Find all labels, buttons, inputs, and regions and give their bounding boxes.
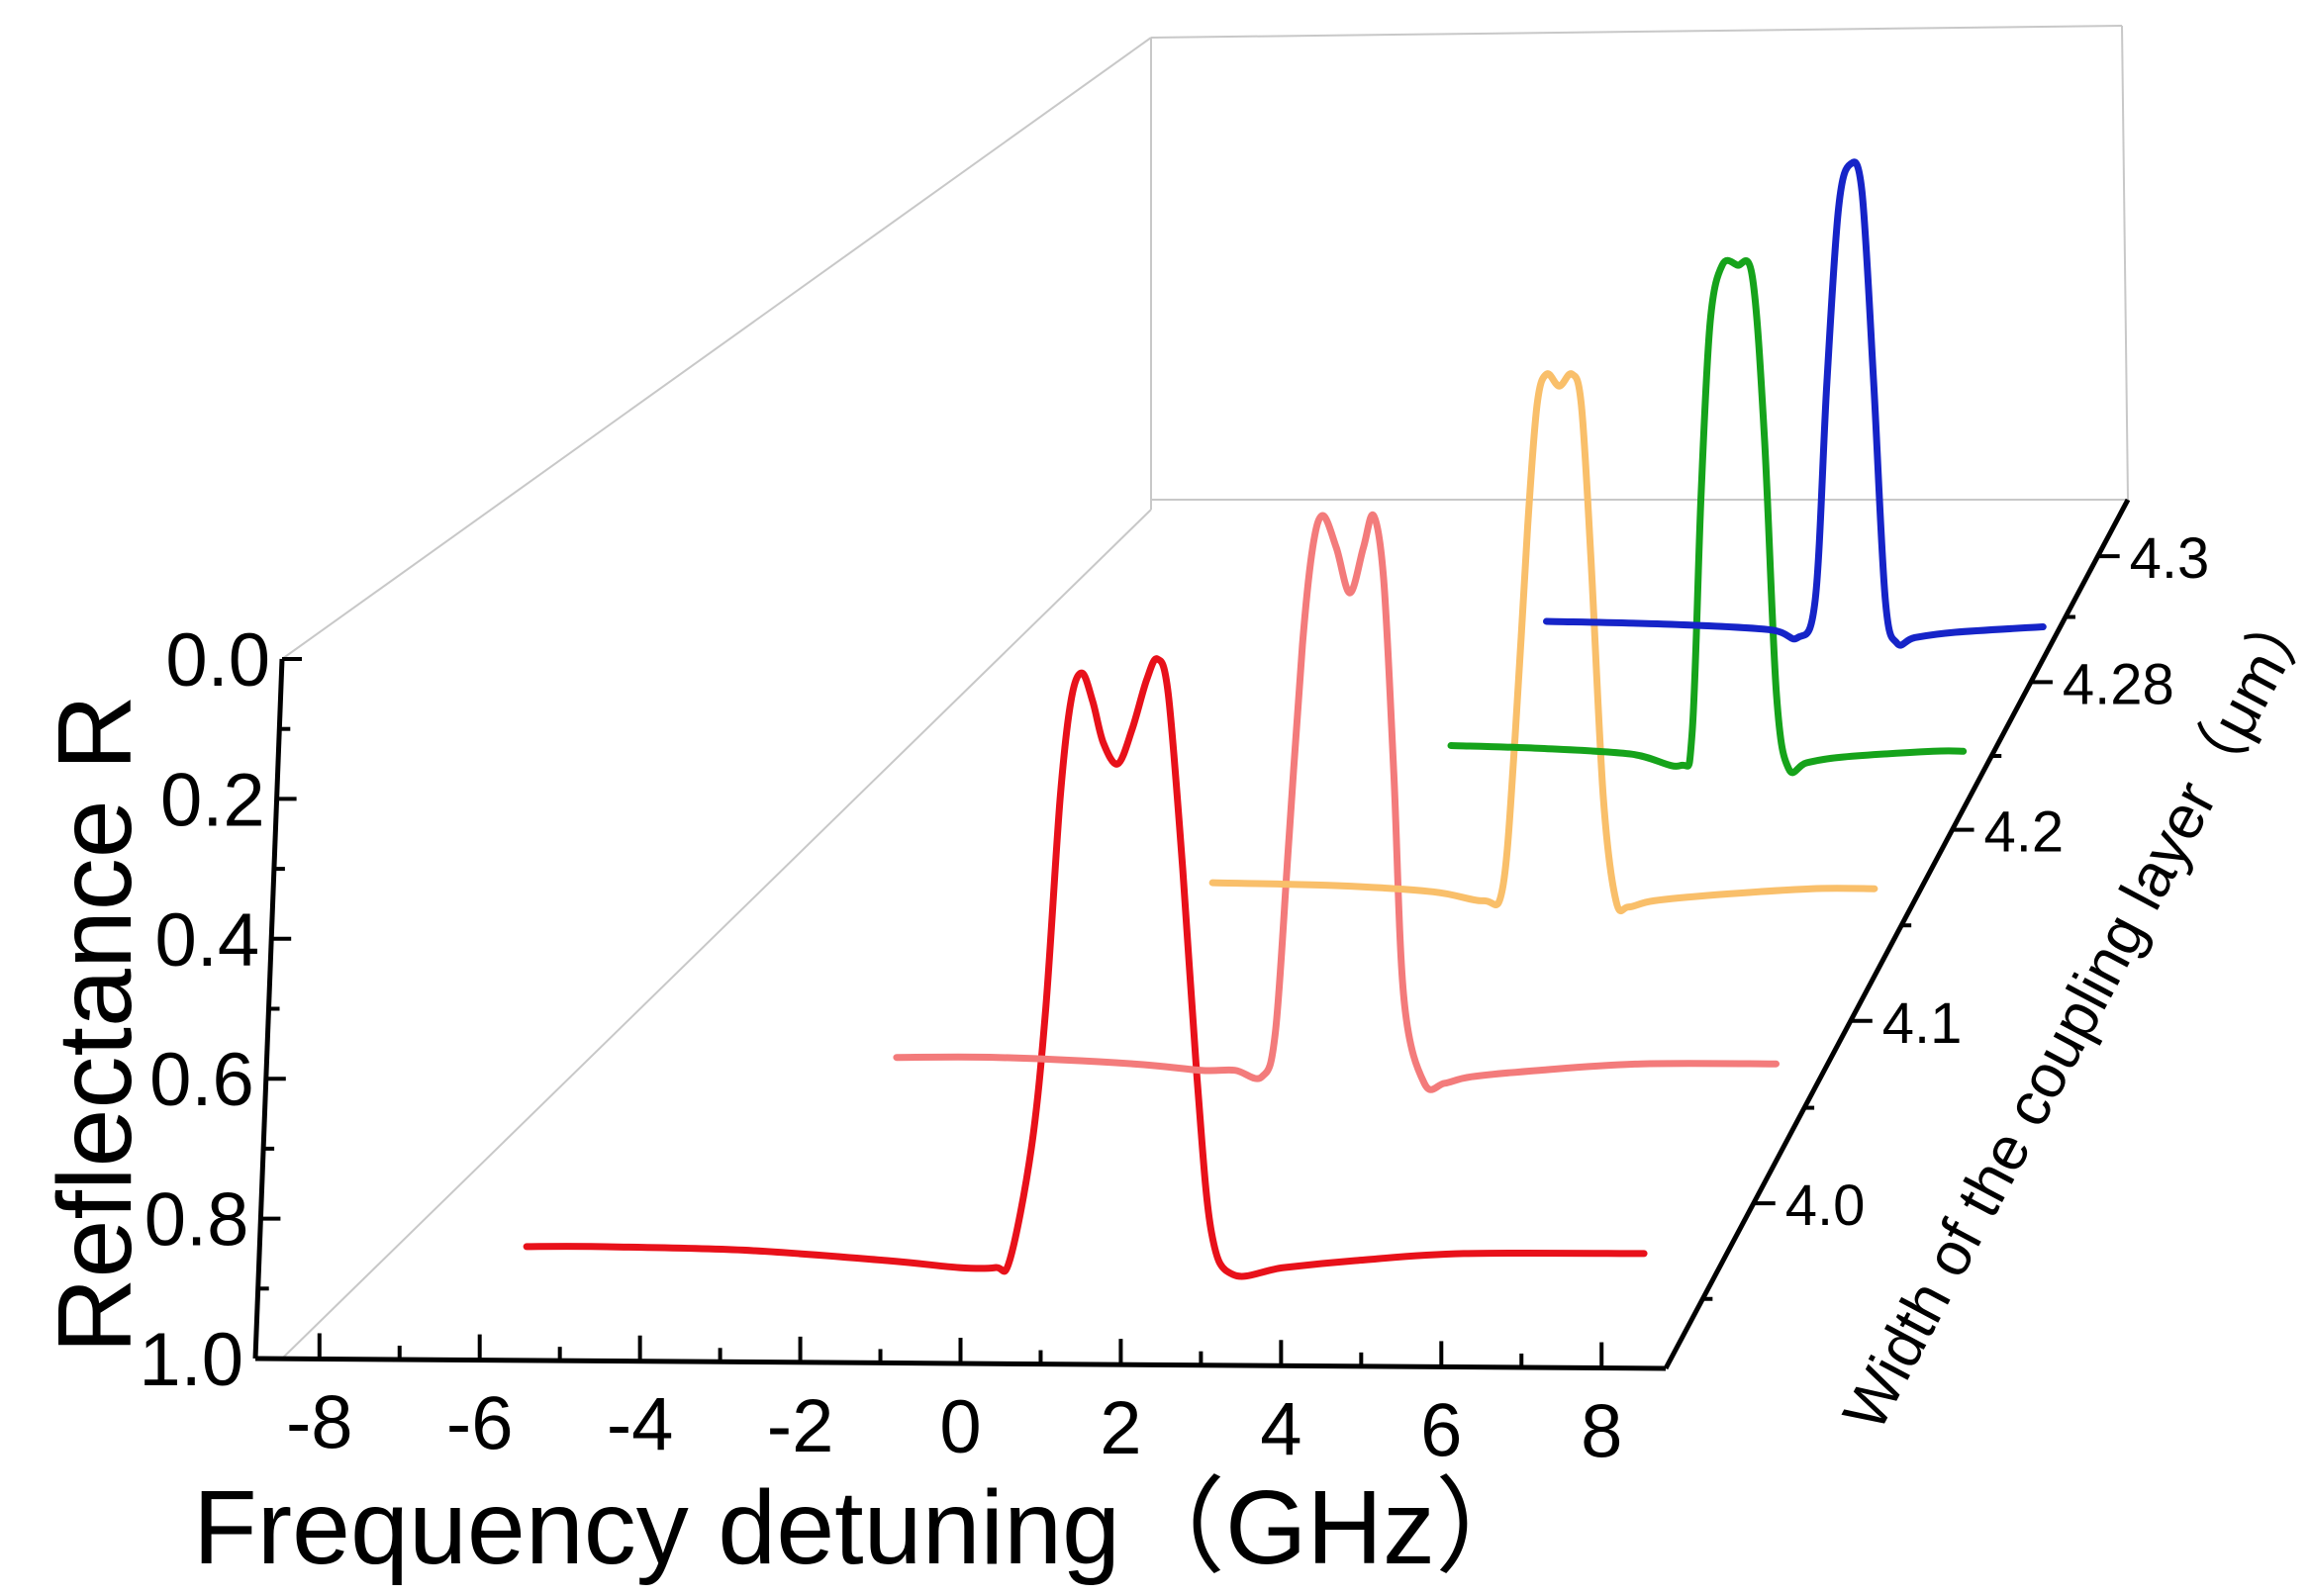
z-axis: 4.0 4.1 4.2 4.28 4.3 [1663, 498, 2210, 1370]
y-tick-label: 0.2 [160, 758, 265, 842]
z-tick-label: 4.1 [1882, 991, 1963, 1056]
series-line-4-1 [893, 511, 1780, 1093]
z-ticks [1702, 554, 2120, 1301]
x-tick-label: -2 [767, 1384, 834, 1468]
series-group [523, 158, 2047, 1280]
frame-back-right-vertical [2121, 25, 2129, 501]
x-tick-label: 2 [1100, 1386, 1141, 1470]
frame-left-top-edge [281, 37, 1152, 660]
z-axis-line [1663, 498, 2131, 1370]
x-axis-title: Frequency detuning（GHz） [193, 1469, 1540, 1586]
y-axis: 0.0 0.2 0.4 0.6 0.8 1.0 [139, 618, 302, 1402]
x-tick-label: 4 [1260, 1387, 1301, 1471]
series-line-4-2 [1208, 370, 1878, 914]
z-tick-label: 4.2 [1984, 800, 2065, 865]
z-tick-label: 4.28 [2063, 652, 2174, 716]
series-line-4-3 [1543, 158, 2047, 649]
frame-back-top-edge [1150, 25, 2123, 39]
y-tick-label: 0.8 [144, 1178, 249, 1263]
x-tick-label: -4 [607, 1383, 674, 1467]
box-frame [281, 25, 2129, 1360]
x-tick-label: 6 [1420, 1388, 1462, 1472]
x-tick-labels: -8 -6 -4 -2 0 2 4 6 8 [286, 1380, 1622, 1473]
z-tick-label: 4.3 [2130, 526, 2210, 591]
x-ticks [317, 1333, 1604, 1368]
x-tick-label: 0 [939, 1385, 981, 1469]
z-tick-labels: 4.0 4.1 4.2 4.28 4.3 [1785, 526, 2210, 1238]
series-line-4-28 [1447, 256, 1968, 777]
series-line-4-0 [523, 655, 1648, 1280]
y-tick-label: 0.6 [149, 1038, 254, 1122]
x-tick-label: -6 [446, 1382, 514, 1466]
y-tick-label: 0.4 [155, 898, 260, 983]
frame-left-diagonal [281, 509, 1152, 1360]
x-axis: -8 -6 -4 -2 0 2 4 6 8 [254, 1333, 1667, 1474]
y-tick-labels: 0.0 0.2 0.4 0.6 0.8 1.0 [139, 618, 270, 1402]
x-tick-label: 8 [1581, 1390, 1622, 1474]
y-tick-label: 0.0 [165, 618, 270, 703]
z-tick-label: 4.0 [1785, 1174, 1866, 1238]
y-tick-label: 1.0 [139, 1318, 243, 1402]
x-tick-label: -8 [286, 1380, 353, 1464]
y-axis-title: Reflectance R [37, 695, 153, 1354]
